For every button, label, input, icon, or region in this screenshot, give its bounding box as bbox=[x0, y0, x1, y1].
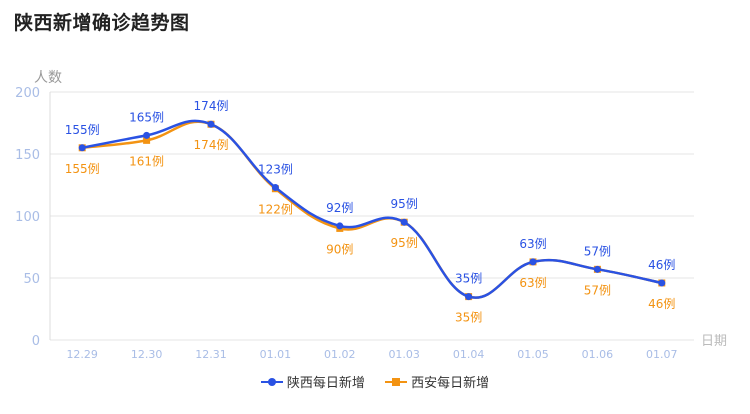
data-label: 35例 bbox=[455, 272, 482, 286]
legend-label-shaanxi: 陕西每日新增 bbox=[286, 376, 365, 391]
x-tick-label: 01.02 bbox=[324, 348, 356, 361]
data-label: 35例 bbox=[455, 311, 482, 325]
data-point[interactable] bbox=[143, 136, 151, 144]
data-point[interactable] bbox=[336, 222, 344, 230]
data-label: 122例 bbox=[258, 203, 293, 217]
y-axis-title: 人数 bbox=[34, 70, 62, 86]
data-label: 95例 bbox=[391, 236, 418, 250]
y-tick-label: 50 bbox=[23, 272, 40, 287]
data-label: 63例 bbox=[519, 237, 546, 251]
series-line-0 bbox=[81, 119, 663, 299]
data-label: 161例 bbox=[129, 154, 164, 168]
data-point[interactable] bbox=[593, 265, 601, 273]
data-label: 46例 bbox=[648, 258, 675, 272]
data-label: 57例 bbox=[584, 283, 611, 297]
x-tick-label: 01.04 bbox=[453, 348, 485, 361]
series-line-1 bbox=[82, 120, 663, 299]
y-tick-label: 100 bbox=[15, 210, 40, 225]
x-tick-label: 01.01 bbox=[260, 348, 292, 361]
data-label: 165例 bbox=[129, 110, 164, 124]
x-tick-label: 12.30 bbox=[131, 348, 163, 361]
data-label: 46例 bbox=[648, 297, 675, 311]
x-tick-label: 01.07 bbox=[646, 348, 678, 361]
data-label: 63例 bbox=[519, 276, 546, 290]
data-point[interactable] bbox=[271, 183, 279, 191]
y-tick-label: 200 bbox=[15, 86, 40, 101]
chart-legend: 陕西每日新增 西安每日新增 bbox=[0, 372, 750, 392]
x-tick-label: 12.29 bbox=[66, 348, 98, 361]
data-label: 57例 bbox=[584, 244, 611, 258]
y-tick-label: 0 bbox=[32, 334, 40, 349]
data-label: 174例 bbox=[194, 138, 229, 152]
grid-lines bbox=[50, 91, 694, 341]
data-label: 95例 bbox=[391, 197, 418, 211]
x-tick-label: 01.06 bbox=[582, 348, 614, 361]
data-point[interactable] bbox=[78, 144, 86, 152]
data-point[interactable] bbox=[400, 218, 408, 226]
legend-swatch-shaanxi bbox=[260, 376, 283, 388]
legend-swatch-xian bbox=[385, 376, 408, 388]
x-tick-label: 12.31 bbox=[195, 348, 227, 361]
chart-title: 陕西新增确诊趋势图 bbox=[14, 12, 190, 34]
data-label: 123例 bbox=[258, 162, 293, 176]
x-tick-label: 01.03 bbox=[388, 348, 420, 361]
data-label: 90例 bbox=[326, 242, 353, 256]
data-point[interactable] bbox=[465, 293, 473, 301]
legend-item-xian[interactable]: 西安每日新增 bbox=[385, 372, 489, 391]
data-label: 92例 bbox=[326, 201, 353, 215]
x-axis-title: 日期 bbox=[701, 334, 727, 349]
data-label: 155例 bbox=[65, 123, 100, 137]
x-tick-label: 01.05 bbox=[517, 348, 549, 361]
data-point[interactable] bbox=[143, 131, 151, 139]
data-labels: 155例 165例 174例 123例 92例 95例 35例 63例 57例 46例 155例 16… bbox=[65, 99, 676, 324]
data-point[interactable] bbox=[658, 279, 666, 287]
y-tick-label: 150 bbox=[15, 148, 40, 163]
legend-label-xian: 西安每日新增 bbox=[411, 376, 490, 391]
legend-item-shaanxi[interactable]: 陕西每日新增 bbox=[260, 372, 365, 391]
data-label: 174例 bbox=[194, 99, 229, 113]
data-label: 155例 bbox=[65, 162, 100, 176]
series-layer bbox=[78, 119, 666, 301]
data-point[interactable] bbox=[207, 120, 215, 128]
data-point[interactable] bbox=[529, 258, 537, 266]
